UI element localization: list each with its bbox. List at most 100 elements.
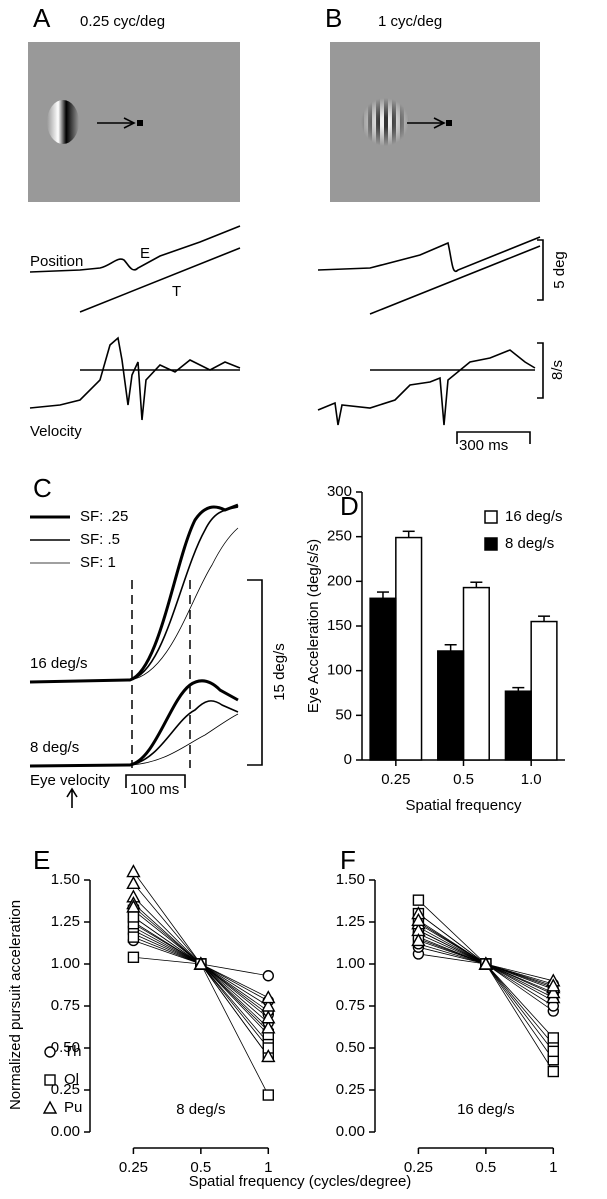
y-tick-label: 100 (327, 662, 352, 679)
scale-bar (537, 239, 544, 301)
y-tick-label: 0.00 (51, 1123, 80, 1140)
x-axis-label: Spatial frequency (406, 797, 522, 814)
panel-label: A (33, 3, 51, 33)
x-tick-label: 0.5 (453, 771, 474, 788)
subject-line (418, 899, 554, 1072)
scale-bar (456, 431, 531, 444)
panel-label: D (340, 491, 359, 521)
subject-line (418, 938, 554, 1002)
y-tick-label: 1.25 (51, 913, 80, 930)
subject-line (133, 883, 269, 1029)
annotation: 16 deg/s (457, 1101, 515, 1118)
velocity-trace (317, 349, 536, 426)
marker (261, 1010, 276, 1024)
annotation: 8 deg/s (176, 1101, 225, 1118)
marker (42, 1100, 58, 1114)
legend-label: 16 deg/s (505, 508, 563, 525)
eye-trace (317, 236, 541, 273)
onset-marker (131, 580, 191, 768)
bar (530, 620, 558, 761)
marker (546, 985, 561, 999)
legend-swatch (484, 510, 498, 524)
trace-label: Velocity (30, 423, 82, 440)
marker (126, 899, 141, 913)
bar (462, 586, 490, 761)
x-tick-label: 0.25 (404, 1159, 433, 1176)
legend-label: SF: .25 (80, 508, 128, 525)
legend-swatch (484, 537, 498, 551)
bar (369, 597, 397, 761)
panel-label: F (340, 845, 356, 875)
speed-label: 8 deg/s (30, 739, 79, 756)
y-tick-label: 300 (327, 483, 352, 500)
marker (261, 1048, 276, 1063)
y-tick-label: 0.25 (336, 1081, 365, 1098)
trace-label: T (172, 283, 181, 300)
panel-label: B (325, 3, 342, 33)
scale-bar (125, 774, 186, 788)
scale-label: 8/s (549, 360, 566, 380)
x-tick-label: 0.5 (475, 1159, 496, 1176)
scale-label: 100 ms (130, 781, 179, 798)
scale-label: 300 ms (459, 437, 508, 454)
marker (262, 970, 274, 982)
marker (411, 912, 426, 927)
y-tick-label: 0.00 (336, 1123, 365, 1140)
velocity-trace (29, 336, 241, 421)
y-tick-label: 0.75 (336, 997, 365, 1014)
x-tick-label: 0.25 (381, 771, 410, 788)
trace-label: E (140, 245, 150, 262)
gabor (361, 98, 409, 146)
y-tick-label: 1.00 (51, 955, 80, 972)
marker (546, 978, 561, 992)
marker (126, 875, 141, 890)
subject-line (133, 956, 269, 1096)
marker (547, 1065, 559, 1078)
legend-label: 8 deg/s (505, 535, 554, 552)
bar (437, 650, 465, 761)
x-tick-label: 1.0 (521, 771, 542, 788)
legend-label: Ol (64, 1071, 79, 1088)
y-tick-label: 1.50 (51, 871, 80, 888)
legend-label: SF: .5 (80, 531, 120, 548)
scale-label: 15 deg/s (271, 643, 288, 701)
marker (547, 1045, 559, 1058)
scale-bar (537, 342, 544, 399)
x-tick-label: 0.5 (190, 1159, 211, 1176)
eye-trace (29, 225, 241, 273)
target-trace (79, 247, 241, 313)
marker (411, 933, 426, 947)
trace-label: Position (30, 253, 83, 270)
marker (127, 951, 140, 963)
velocity-trace (29, 700, 239, 767)
marker (193, 956, 209, 970)
scale-label: 5 deg (551, 251, 568, 289)
legend-label: Th (64, 1043, 82, 1060)
legend-label: Pu (64, 1099, 82, 1116)
y-axis-label: Normalized pursuit acceleration (7, 900, 24, 1110)
y-tick-label: 150 (327, 617, 352, 634)
gabor (47, 100, 79, 144)
marker (547, 1032, 559, 1044)
velocity-trace (29, 679, 239, 768)
y-tick-label: 1.50 (336, 871, 365, 888)
y-tick-label: 250 (327, 528, 352, 545)
y-tick-label: 200 (327, 572, 352, 589)
subject-line (133, 916, 269, 1032)
panel-title: 0.25 cyc/deg (80, 13, 165, 30)
x-axis-label: Spatial frequency (cycles/degree) (189, 1173, 412, 1190)
subject-line (133, 909, 269, 1057)
velocity-trace (29, 713, 239, 767)
subject-line (133, 936, 269, 1049)
target-trace (369, 245, 541, 315)
target (446, 120, 452, 126)
y-tick-label: 50 (335, 706, 352, 723)
arrow (97, 117, 136, 129)
y-axis-label: Eye Acceleration (deg/s/s) (305, 539, 322, 713)
panel-label: E (33, 845, 50, 875)
arrow (66, 787, 78, 808)
scale-bar (247, 579, 263, 766)
velocity-trace (29, 503, 239, 684)
speed-label: 16 deg/s (30, 655, 88, 672)
